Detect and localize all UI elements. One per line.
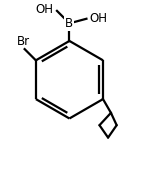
Text: OH: OH bbox=[89, 12, 107, 25]
Text: Br: Br bbox=[17, 35, 30, 48]
Text: B: B bbox=[65, 17, 73, 30]
Text: OH: OH bbox=[35, 3, 53, 16]
